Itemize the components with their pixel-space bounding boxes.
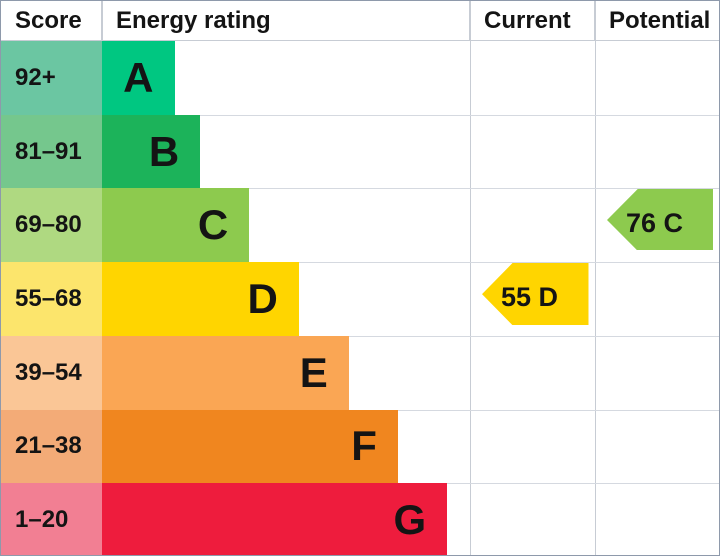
svg-text:76 C: 76 C xyxy=(626,208,683,238)
svg-text:55 D: 55 D xyxy=(501,282,558,312)
